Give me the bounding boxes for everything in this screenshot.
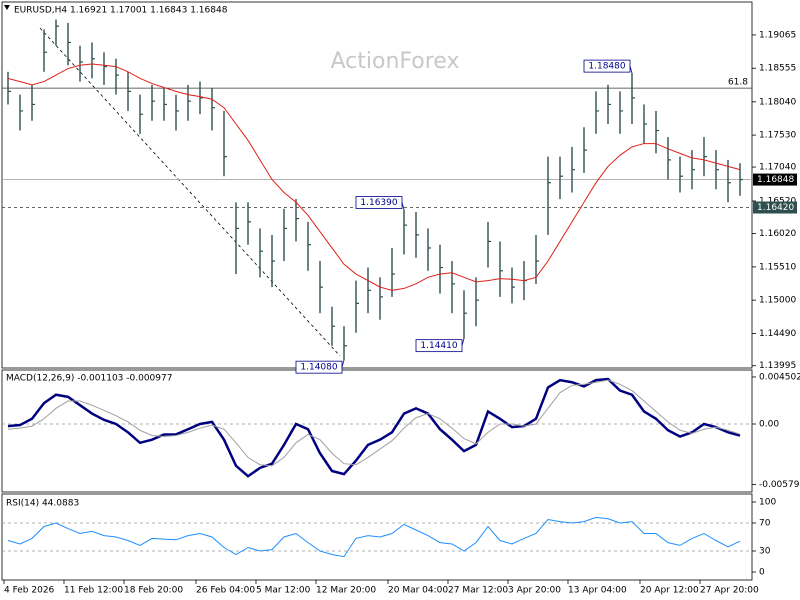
y-tick-label: 70 [759,518,771,528]
y-tick-label: 1.16020 [759,229,796,239]
annotation-label: 1.14080 [300,363,337,373]
indicator-line [7,377,741,478]
indicator-line [7,516,741,558]
x-tick-label: 11 Feb 12:00 [64,586,123,596]
y-tick-label: 1.15000 [759,296,796,306]
menu-arrow [4,5,10,10]
price-title: EURUSD,H4 1.16921 1.17001 1.16843 1.1684… [14,6,228,16]
x-tick-label: 26 Feb 04:00 [196,586,255,596]
y-tick-label: 30 [759,547,771,557]
y-tick-label: 1.14490 [759,329,796,339]
y-tick-label: 0.004502 [759,372,800,382]
level-label: 61.8 [728,78,748,88]
annotation-leader [401,202,405,210]
y-tick-label: 1.15510 [759,262,796,272]
annotation-label: 1.14410 [420,341,457,351]
watermark: ActionForex [331,49,460,74]
x-tick-label: 4 Feb 2026 [4,586,55,596]
y-tick-label: 1.19065 [759,30,796,40]
x-tick-label: 13 Apr 04:00 [568,586,627,596]
x-tick-label: 12 Mar 20:00 [316,586,376,596]
y-tick-label: 1.18555 [759,64,796,74]
annotation-leader [629,66,633,74]
level-box [753,201,797,214]
moving-average [7,63,741,291]
macd-title: MACD(12,26,9) -0.001103 -0.000977 [6,374,172,384]
current-price-label: 1.16848 [757,175,794,185]
y-tick-label: 1.17040 [759,163,796,173]
level-label: 1.16420 [757,203,794,213]
x-tick-label: 20 Mar 04:00 [388,586,448,596]
y-tick-label: 100 [759,497,776,507]
current-price-box [753,173,797,186]
x-tick-label: 5 Mar 12:00 [256,586,311,596]
x-tick-label: 27 Mar 12:00 [448,586,508,596]
rsi-panel [1,493,753,581]
price-panel [1,1,753,369]
y-tick-label: 1.13995 [759,361,796,371]
y-tick-label: 0 [759,568,765,578]
annotation-leader [461,338,465,346]
annotation-label: 1.18480 [588,62,625,72]
x-tick-label: 3 Apr 20:00 [508,586,561,596]
y-tick-label: 0.00 [759,420,779,430]
x-tick-label: 20 Apr 12:00 [640,586,699,596]
rsi-title: RSI(14) 44.0883 [6,499,79,509]
y-tick-label: 1.16520 [759,196,796,206]
x-tick-label: 18 Feb 20:00 [124,586,183,596]
annotation-leader [341,360,345,368]
macd-panel [1,369,753,493]
indicator-line [7,379,741,467]
y-tick-label: 1.18040 [759,97,796,107]
y-tick-label: 1.17530 [759,131,796,141]
annotation-label: 1.16390 [360,198,397,208]
trendline [39,27,341,357]
x-tick-label: 27 Apr 20:00 [700,586,759,596]
